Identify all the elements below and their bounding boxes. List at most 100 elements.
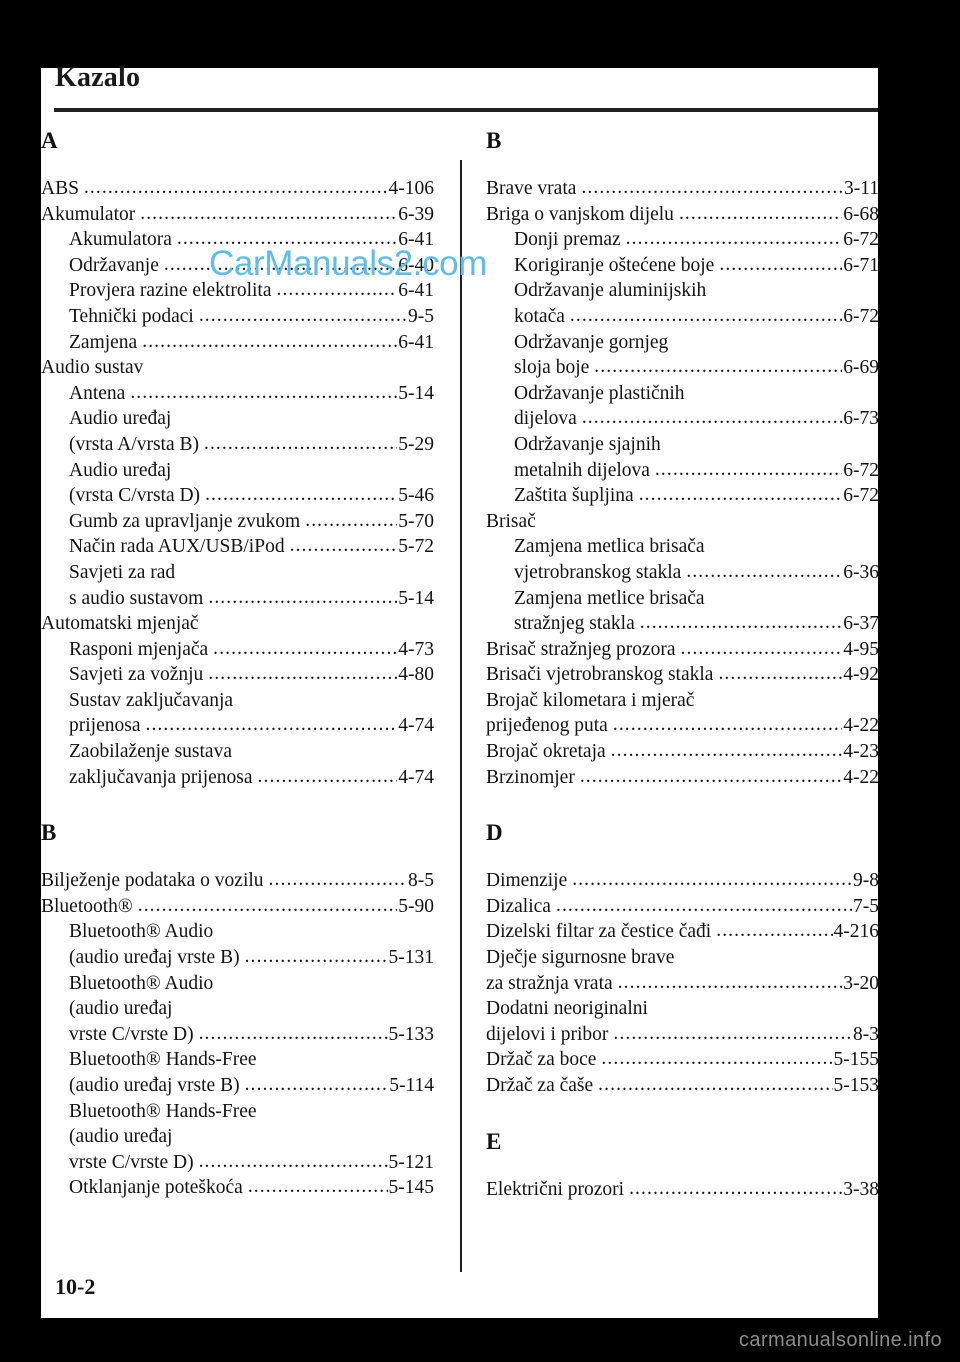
index-entry-page: 8-5 [408,870,434,892]
index-entry-page: 4-80 [398,664,434,686]
index-entry-label: Dizalica [486,895,551,917]
index-entry-page: 6-72 [843,229,879,251]
index-entry-label: Korigiranje oštećene boje [514,254,715,276]
dot-leader: ........................................… [579,765,843,787]
index-entry-line: dijelovi i pribor.......................… [486,1022,879,1048]
dot-leader: ........................................… [625,228,843,250]
index-entry-label: Akumulator [41,203,136,225]
letter-heading-spacer [486,154,879,176]
index-entry-line: Držač za čaše...........................… [486,1073,879,1099]
index-entry-line: s audio sustavom........................… [41,586,434,612]
index-entry-label: dijelova [514,408,577,430]
dot-leader: ........................................… [130,381,397,403]
index-entry-page: 6-41 [398,229,434,251]
letter-heading-e: E [486,1128,502,1154]
index-entry-page: 6-41 [398,331,434,353]
dot-leader: ........................................… [142,330,397,352]
dot-leader: ........................................… [610,740,843,762]
index-column-right: B Brave vrata............................… [486,128,879,1202]
letter-heading-b: B [41,820,57,846]
index-entry-label: Brojač okretaja [486,741,606,763]
dot-leader: ........................................… [137,894,398,916]
dot-leader: ........................................… [686,560,842,582]
index-entry-line: prijeđenog puta.........................… [486,713,879,739]
index-entry-line: (vrsta C/vrsta D).......................… [41,483,434,509]
dot-leader: ........................................… [629,1177,842,1199]
index-entry-page: 4-22 [843,766,879,788]
index-entry-line: Donji premaz............................… [486,227,879,253]
index-entry-label: Bluetooth® Hands-Free [69,1049,257,1071]
index-entry-label: (audio uređaj [69,998,173,1020]
index-entry-page: 6-72 [843,459,879,481]
index-entry-line: Gumb za upravljanje zvukom..............… [41,509,434,535]
index-entry-label: ABS [41,178,79,199]
index-entry-label: Brisač stražnjeg prozora [486,638,676,660]
letter-heading-b: B [486,128,502,153]
index-entry-line: vrste C/vrste D)........................… [41,1022,434,1048]
index-entry-line: Bilježenje podataka o vozilu............… [41,868,434,894]
index-entry-line: (audio uređaj...........................… [41,996,434,1022]
index-entry-line: Brisači vjetrobranskog stakla...........… [486,662,879,688]
index-entry-line: Brojač okretaja.........................… [486,739,879,765]
index-entry-page: 5-155 [833,1049,880,1071]
index-entry-label: Dimenzije [486,870,568,892]
index-entry-label: Zaštita šupljina [514,485,634,507]
dot-leader: ........................................… [639,612,843,634]
index-entry-label: Način rada AUX/USB/iPod [69,536,285,558]
index-entry-page: 5-133 [388,1023,435,1045]
index-entry-label: Bluetooth® [41,895,133,917]
index-entry-label: Bluetooth® Audio [69,921,214,943]
index-entry-label: prijeđenog puta [486,715,608,737]
index-entry-page: 5-90 [398,895,434,917]
index-entry-page: 4-92 [843,664,879,686]
section-spacer [486,1099,879,1129]
index-entry-line: Dizalica................................… [486,894,879,920]
index-entry-line: Automatski mjenjač......................… [41,611,434,637]
dot-leader: ........................................… [613,1022,852,1044]
dot-leader: ........................................… [268,869,407,891]
index-entry-page: 4-95 [843,638,879,660]
index-entry-line: (audio uređaj vrste B)..................… [41,1073,434,1099]
index-entry-line: Održavanje sjajnih......................… [486,432,879,458]
index-entry-page: 5-131 [388,947,435,969]
dot-leader: ........................................… [198,1150,388,1172]
index-entry-line: sloja boje..............................… [486,355,879,381]
index-entry-page: 6-69 [843,357,879,379]
index-entry-label: kotača [514,305,565,327]
index-entry-label: Akumulatora [69,229,172,251]
dot-leader: ........................................… [678,202,842,224]
index-entry-page: 6-72 [843,485,879,507]
index-entry-page: 6-37 [843,613,879,635]
index-entry-page: 6-40 [398,254,434,276]
letter-heading-a: A [41,128,58,153]
index-entry-label: Tehnički podaci [69,305,194,327]
index-columns: A ABS....................................… [41,128,879,1278]
index-entry-line: Održavanje plastičnih...................… [486,381,879,407]
index-entry-page: 4-106 [388,178,435,199]
index-entry-label: Brojač kilometara i mjerač [486,689,695,711]
index-entry-line: dijelova................................… [486,406,879,432]
page-header: Kazalo [41,62,878,112]
index-entry-label: Zamjena metlice brisača [514,587,705,609]
index-entry-label: (vrsta A/vrsta B) [69,433,199,455]
index-entry-page: 5-29 [398,433,434,455]
index-entry-line: Način rada AUX/USB/iPod.................… [41,534,434,560]
index-entry-line: Audio uređaj............................… [41,458,434,484]
dot-leader: ........................................… [289,535,398,557]
index-entry-line: prijenosa...............................… [41,713,434,739]
index-column-left: A ABS....................................… [41,128,434,1201]
index-entry-page: 4-22 [843,715,879,737]
index-entry-label: Gumb za upravljanje zvukom [69,510,301,532]
index-entry-label: metalnih dijelova [514,459,650,481]
index-entry-page: 5-14 [398,587,434,609]
index-entry-line: Brave vrata.............................… [486,176,879,202]
dot-leader: ........................................… [208,586,397,608]
letter-heading-spacer [486,1155,879,1177]
index-entry-page: 4-23 [843,741,879,763]
dot-leader: ........................................… [163,253,397,275]
index-entry-label: sloja boje [514,357,590,379]
section-spacer [41,790,434,820]
dot-leader: ........................................… [555,894,852,916]
index-entry-line: Antena..................................… [41,381,434,407]
index-entry-label: Briga o vanjskom dijelu [486,203,674,225]
